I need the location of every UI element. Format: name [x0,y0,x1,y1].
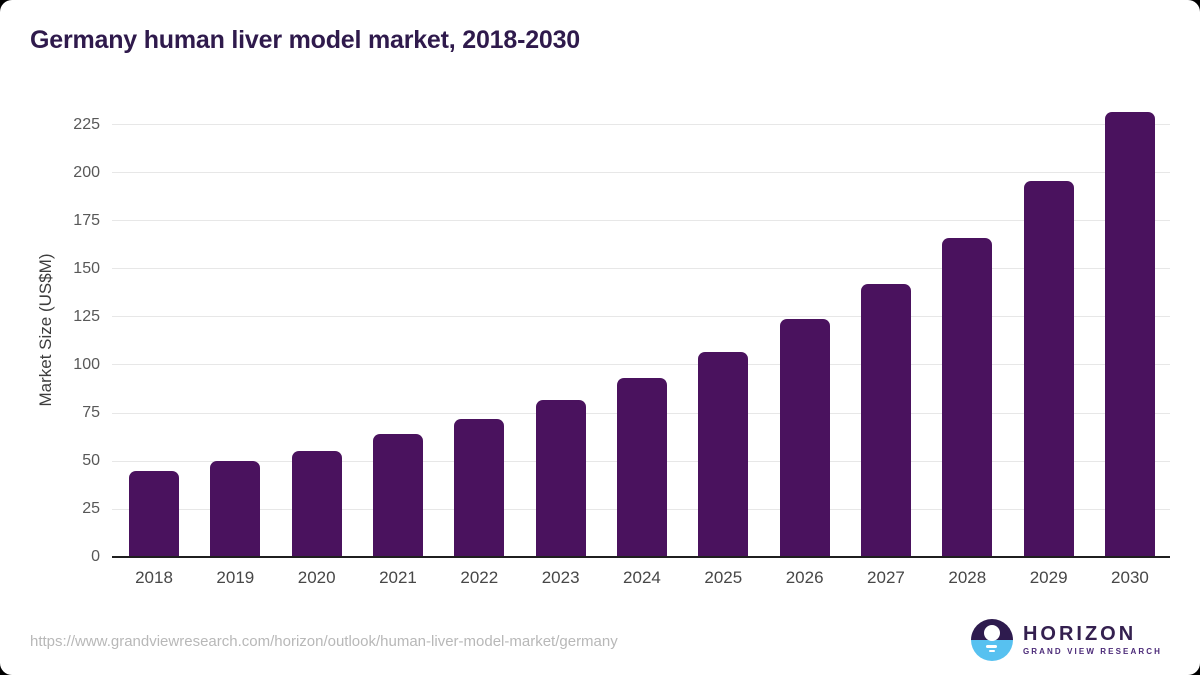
x-tick-label-2027: 2027 [867,568,905,587]
sun-reflection-line [988,649,995,652]
sun-reflection-line [986,645,998,648]
bar-2030 [1104,111,1155,557]
y-tick-label-0: 0 [91,548,100,565]
x-tick-label-2023: 2023 [541,568,580,587]
y-tick-label-75: 75 [82,404,100,421]
gridline-225 [112,124,1170,126]
x-tick-label-2028: 2028 [948,568,987,587]
gridline-125 [112,316,1170,318]
bar-2026 [779,318,830,557]
gridline-200 [112,172,1170,174]
bar-2024 [616,378,667,557]
bar-2020 [291,451,342,557]
y-tick-label-125: 125 [73,307,100,325]
bar-2028 [942,238,993,557]
logo-brand: HORIZON [1022,623,1137,645]
y-tick-label-100: 100 [73,355,100,373]
gridline-100 [112,364,1170,366]
horizon-logo: HORIZON GRAND VIEW RESEARCH [970,619,1162,661]
bar-2029 [1023,180,1074,557]
sun-icon [983,625,1000,641]
x-tick-label-2022: 2022 [460,568,499,587]
x-tick-label-2029: 2029 [1029,568,1068,587]
bar-2027 [860,284,911,557]
y-tick-label-225: 225 [73,115,100,133]
x-tick-label-2018: 2018 [135,568,173,587]
x-tick-label-2030: 2030 [1111,568,1149,587]
logo-text: HORIZON GRAND VIEW RESEARCH [1023,624,1162,656]
chart-title: Germany human liver model market, 2018-2… [30,26,581,54]
x-tick-label-2024: 2024 [623,568,661,587]
plot-area [112,100,1170,558]
y-tick-label-175: 175 [73,211,100,229]
gridline-150 [112,268,1170,270]
x-axis-ticks: 2018 2019 2020 2021 2022 2023 2024 2025 2026 2027… [112,568,1170,596]
x-axis-line [112,556,1170,558]
gridline-175 [112,220,1170,222]
x-tick-label-2019: 2019 [216,568,255,587]
bar-2021 [372,434,423,557]
y-tick-label-150: 150 [73,259,100,277]
bar-2019 [210,461,261,557]
x-tick-label-2020: 2020 [297,568,336,587]
y-tick-label-25: 25 [82,500,100,517]
bar-2022 [454,418,505,557]
x-tick-label-2025: 2025 [704,568,743,587]
bar-2018 [129,470,179,557]
x-tick-label-2021: 2021 [379,568,417,587]
logo-sub-brand: GRAND VIEW RESEARCH [1022,647,1162,656]
source-url: https://www.grandviewresearch.com/horizo… [30,633,618,650]
bar-2023 [535,399,586,557]
x-tick-label-2026: 2026 [785,568,824,587]
y-axis-ticks: 0 25 50 75 100 125 150 175 200 225 [0,100,100,565]
bar-2025 [698,351,749,557]
y-tick-label-50: 50 [82,452,100,469]
horizon-sunrise-icon [970,619,1013,661]
y-tick-label-200: 200 [73,163,100,181]
